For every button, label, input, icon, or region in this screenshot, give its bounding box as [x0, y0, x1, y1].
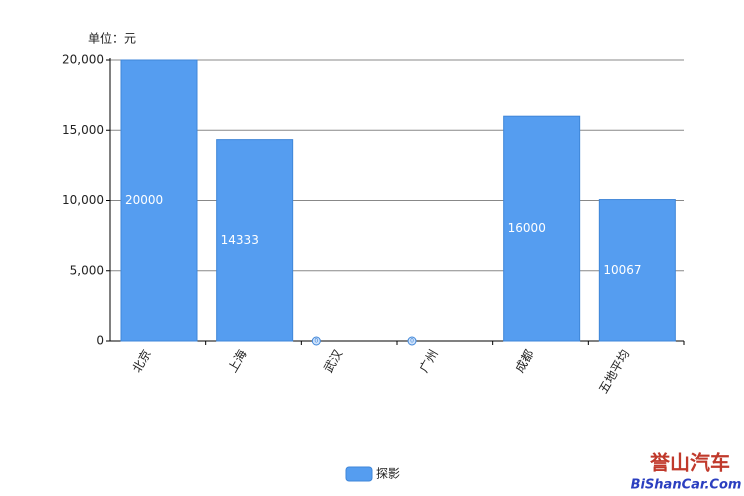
value-label: 0 — [410, 338, 414, 345]
value-label-bubble — [311, 336, 321, 346]
y-tick-label: 5,000 — [70, 263, 104, 277]
y-tick-label: 20,000 — [62, 53, 104, 67]
bar — [216, 139, 294, 342]
legend-swatch — [345, 466, 373, 482]
watermark-title: 誉山汽车 — [649, 451, 730, 475]
x-tick-label: 武汉 — [321, 347, 345, 375]
y-tick-label: 0 — [96, 334, 104, 348]
value-label: 0 — [314, 338, 318, 345]
value-label: 20000 — [125, 193, 163, 207]
bar — [598, 199, 676, 342]
watermark-url: BiShanCar.Com — [631, 478, 742, 493]
bar — [120, 59, 198, 342]
x-tick-label: 北京 — [130, 347, 154, 375]
y-tick-label: 15,000 — [62, 123, 104, 137]
bar — [503, 115, 581, 342]
x-tick-label: 五地平均 — [596, 347, 632, 396]
value-label: 14333 — [221, 233, 259, 247]
y-tick-label: 10,000 — [62, 193, 104, 207]
legend-label: 探影 — [376, 467, 400, 481]
x-tick-label: 广州 — [417, 347, 441, 375]
y-unit: 单位：元 — [88, 31, 136, 46]
value-label-bubble — [407, 336, 417, 346]
x-tick-label: 成都 — [512, 347, 536, 375]
value-label: 16000 — [508, 221, 546, 235]
value-label: 10067 — [603, 263, 641, 277]
x-tick-label: 上海 — [225, 347, 250, 375]
